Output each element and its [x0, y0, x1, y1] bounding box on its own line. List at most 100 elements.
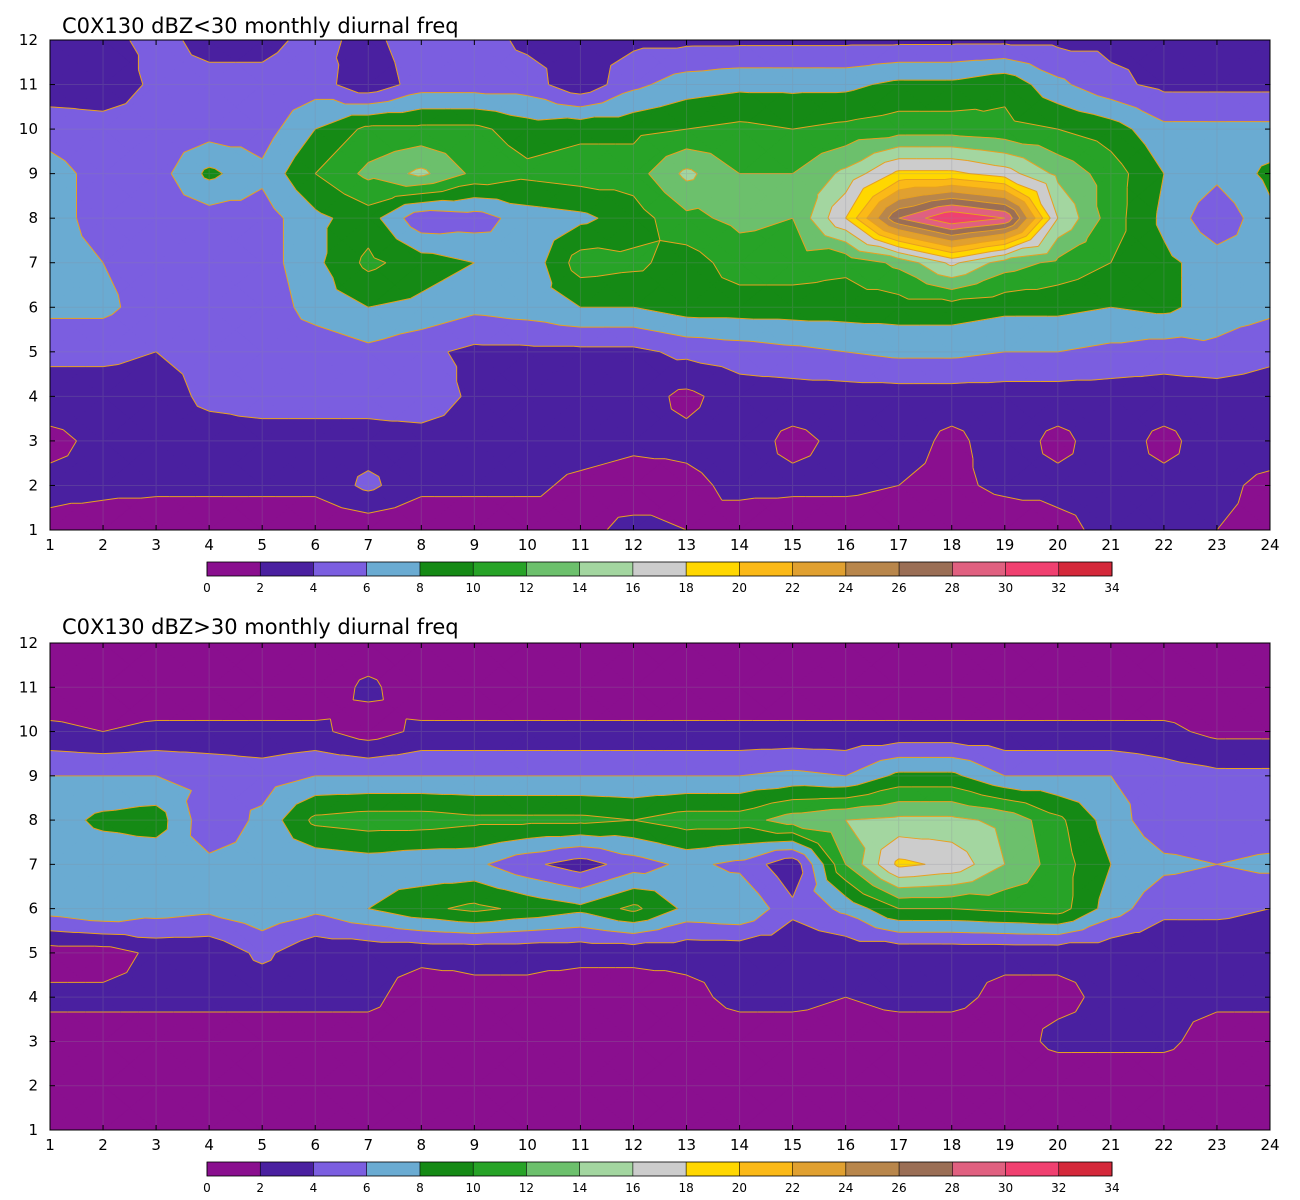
contour-line-segment [596, 272, 622, 277]
contour-line-segment [879, 189, 899, 203]
contour-line-segment [965, 262, 990, 275]
contour-line-segment [432, 252, 475, 264]
contour-line-segment [1004, 176, 1018, 185]
contour-line-segment [580, 247, 599, 251]
contour-line-segment [1057, 76, 1065, 80]
contour-band-patch [314, 1040, 343, 1087]
x-tick-label: 15 [783, 536, 802, 554]
contour-line-segment [368, 91, 377, 94]
contour-line-segment [1004, 204, 1015, 211]
contour-line-segment [1028, 197, 1044, 219]
contour-line-segment [1216, 184, 1236, 204]
contour-line-segment [913, 249, 945, 258]
contour-line-segment [686, 96, 702, 100]
contour-line-segment [76, 218, 83, 237]
contour-line-segment [640, 128, 687, 136]
contour-line-segment [951, 211, 959, 213]
contour-band-patch [739, 172, 767, 219]
contour-line-segment [792, 282, 817, 286]
contour-line-segment [606, 455, 634, 464]
contour-line-segment [1144, 144, 1165, 174]
contour-line-segment [580, 116, 595, 121]
contour-line-segment [1004, 221, 1010, 224]
contour-line-segment [1170, 306, 1182, 314]
contour-band-patch [474, 262, 502, 308]
contour-band-patch [739, 128, 767, 175]
contour-line-segment [673, 71, 687, 75]
contour-line-segment [898, 186, 915, 191]
contour-line-segment [336, 84, 359, 94]
contour-band-patch [1163, 128, 1191, 175]
colorbar-swatch [845, 562, 900, 576]
contour-line-segment [878, 234, 899, 242]
contour-line-segment [209, 141, 231, 148]
contour-band-patch [898, 1040, 926, 1087]
contour-line-segment [358, 256, 362, 263]
contour-line-segment [1039, 499, 1059, 509]
contour-line-segment [699, 362, 722, 368]
contour-band-patch [1003, 39, 1059, 46]
contour-line-segment [1155, 212, 1158, 219]
contour-line-segment [774, 430, 782, 442]
contour-line-segment [403, 211, 415, 219]
contour-band-patch [898, 952, 926, 998]
contour-line-segment [1045, 425, 1059, 432]
contour-line-segment [183, 141, 210, 153]
x-tick-label: 12 [624, 536, 643, 554]
contour-line-segment [877, 207, 887, 219]
contour-line-segment [527, 95, 546, 100]
contour-line-segment [859, 250, 891, 257]
contour-line-segment [1039, 430, 1047, 442]
contour-line-segment [951, 108, 976, 112]
contour-line-segment [982, 233, 1005, 238]
contour-line-segment [845, 160, 862, 169]
contour-line-segment [379, 203, 406, 219]
contour-band-patch [155, 952, 184, 998]
contour-line-segment [650, 240, 661, 263]
contour-band-patch [739, 395, 767, 442]
contour-band-patch [208, 863, 237, 910]
contour-line-segment [659, 351, 678, 361]
contour-band-patch [1110, 1085, 1138, 1131]
contour-line-segment [951, 59, 976, 63]
contour-line-segment [1014, 120, 1058, 130]
contour-band-patch [208, 440, 237, 487]
contour-line-segment [1148, 453, 1165, 464]
colorbar-tick-label: 24 [838, 581, 853, 595]
contour-line-segment [332, 277, 337, 290]
contour-line-segment [633, 455, 655, 460]
contour-line-segment [739, 340, 753, 342]
contour-line-segment [606, 516, 619, 531]
contour-line-segment [951, 382, 969, 385]
contour-line-segment [1070, 84, 1098, 97]
contour-line-segment [792, 217, 808, 252]
contour-line-segment [754, 217, 793, 232]
contour-line-segment [703, 337, 726, 341]
contour-line-segment [978, 485, 995, 495]
contour-line-segment [633, 239, 661, 249]
contour-band-patch [1163, 1085, 1191, 1131]
contour-line-segment [606, 65, 612, 85]
contour-line-segment [421, 323, 442, 331]
contour-line-segment [1010, 167, 1021, 175]
contour-line-segment [975, 108, 984, 112]
contour-line-segment [395, 193, 422, 197]
contour-line-segment [1101, 342, 1111, 345]
contour-line-segment [544, 98, 558, 105]
contour-line-segment [358, 262, 363, 268]
contour-line-segment [951, 283, 977, 290]
contour-line-segment [320, 212, 334, 219]
contour-line-segment [421, 232, 441, 235]
contour-line-segment [49, 455, 68, 464]
contour-line-segment [406, 184, 422, 187]
contour-line-segment [898, 240, 920, 247]
contour-band-patch [580, 996, 608, 1043]
contour-band-patch [527, 996, 555, 1043]
contour-line-segment [567, 117, 581, 121]
contour-line-segment [335, 39, 343, 58]
contour-line-segment [460, 314, 475, 319]
contour-line-segment [1121, 338, 1149, 344]
contour-line-segment [1019, 205, 1028, 219]
contour-line-segment [442, 199, 454, 202]
contour-line-segment [980, 238, 1005, 243]
